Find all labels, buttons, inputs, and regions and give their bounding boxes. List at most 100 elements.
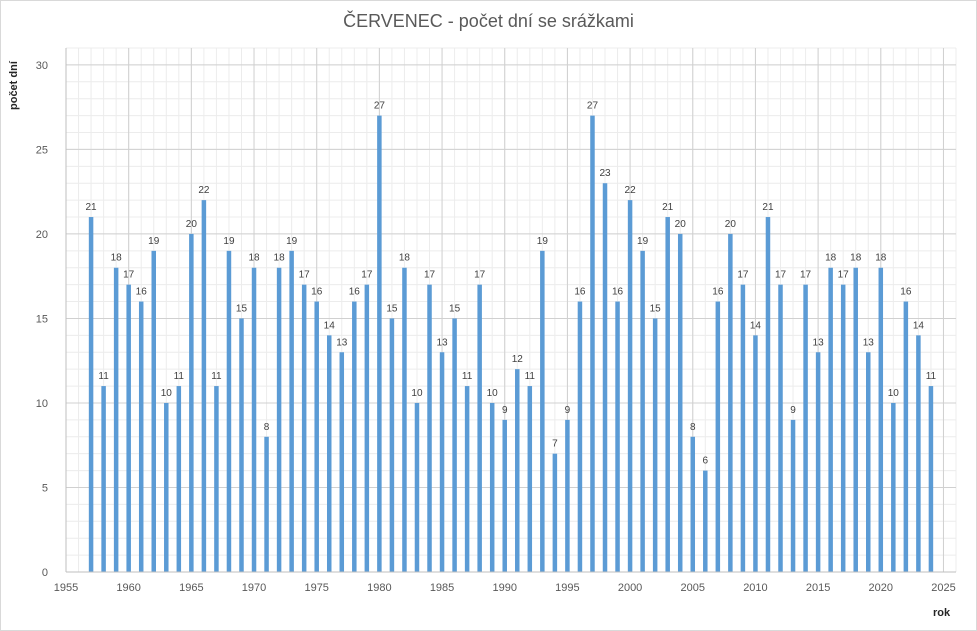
data-label-1975: 16 xyxy=(311,287,323,298)
data-label-1969: 15 xyxy=(236,303,248,314)
grid xyxy=(65,47,957,573)
x-tick-label: 2015 xyxy=(806,582,830,594)
bar-2024 xyxy=(928,386,934,572)
x-tick-label: 2025 xyxy=(931,582,955,594)
data-label-1972: 18 xyxy=(274,253,286,264)
y-tick-label: 30 xyxy=(36,60,48,72)
data-label-1966: 22 xyxy=(198,185,210,196)
bar-2023 xyxy=(916,335,921,572)
bar-1962 xyxy=(151,250,156,572)
data-label-2021: 10 xyxy=(888,388,900,399)
data-label-2000: 22 xyxy=(625,185,637,196)
x-tick-label: 2000 xyxy=(618,582,642,594)
data-label-1992: 11 xyxy=(525,371,536,382)
data-label-1986: 15 xyxy=(449,303,461,314)
data-label-2005: 8 xyxy=(690,422,696,433)
bar-2003 xyxy=(665,217,670,572)
data-label-1965: 20 xyxy=(186,219,198,230)
data-label-1957: 21 xyxy=(86,202,98,213)
bar-2013 xyxy=(790,419,796,572)
bar-1990 xyxy=(502,419,507,572)
data-label-1977: 13 xyxy=(336,337,348,348)
data-label-1985: 13 xyxy=(436,337,448,348)
bar-1967 xyxy=(214,386,219,572)
bar-2004 xyxy=(677,233,683,572)
data-label-2010: 14 xyxy=(750,320,762,331)
bar-1988 xyxy=(477,284,482,572)
x-tick-label: 1975 xyxy=(304,582,328,594)
bar-1961 xyxy=(138,301,144,572)
bar-1977 xyxy=(339,352,345,572)
data-label-1976: 14 xyxy=(324,320,336,331)
bar-2012 xyxy=(778,284,783,572)
data-label-2014: 17 xyxy=(800,270,812,281)
data-label-1983: 10 xyxy=(411,388,423,399)
bar-1971 xyxy=(264,436,269,572)
bar-1985 xyxy=(439,352,445,572)
data-label-1980: 27 xyxy=(374,101,386,112)
data-label-2004: 20 xyxy=(675,219,687,230)
data-label-2018: 18 xyxy=(850,253,862,264)
data-label-1974: 17 xyxy=(299,270,311,281)
bar-1969 xyxy=(239,318,244,572)
bar-2009 xyxy=(740,284,746,572)
data-label-1960: 17 xyxy=(123,270,135,281)
x-tick-label: 1990 xyxy=(492,582,516,594)
data-label-1984: 17 xyxy=(424,270,436,281)
bar-1960 xyxy=(126,284,131,572)
bar-1999 xyxy=(615,301,620,572)
bar-2008 xyxy=(728,233,733,572)
bar-1978 xyxy=(352,301,357,572)
data-label-1997: 27 xyxy=(587,101,599,112)
bar-1993 xyxy=(540,250,545,572)
data-label-1963: 10 xyxy=(161,388,173,399)
y-tick-label: 0 xyxy=(42,567,48,579)
bar-1983 xyxy=(414,402,420,572)
data-label-2013: 9 xyxy=(790,405,796,416)
bar-1984 xyxy=(427,284,432,572)
bar-1972 xyxy=(276,267,282,572)
bar-2019 xyxy=(866,352,871,572)
bar-1964 xyxy=(176,386,182,572)
data-label-2009: 17 xyxy=(737,270,749,281)
bar-2021 xyxy=(891,402,896,572)
x-tick-label: 2010 xyxy=(743,582,767,594)
bar-2006 xyxy=(703,470,708,572)
data-label-1971: 8 xyxy=(264,422,270,433)
bar-2017 xyxy=(840,284,846,572)
bar-1957 xyxy=(88,217,94,572)
data-label-2019: 13 xyxy=(863,337,875,348)
x-tick-label: 2020 xyxy=(869,582,893,594)
x-tick-label: 1965 xyxy=(179,582,203,594)
bar-1963 xyxy=(164,402,169,572)
bar-2020 xyxy=(878,267,884,572)
data-label-2006: 6 xyxy=(703,456,709,467)
data-label-2008: 20 xyxy=(725,219,737,230)
data-label-1998: 23 xyxy=(599,168,611,179)
data-label-2023: 14 xyxy=(913,320,925,331)
bar-1986 xyxy=(452,318,457,572)
data-label-2017: 17 xyxy=(838,270,850,281)
bar-1974 xyxy=(301,284,307,572)
data-label-1981: 15 xyxy=(386,303,398,314)
bar-2010 xyxy=(753,335,758,572)
bars xyxy=(88,115,934,572)
bar-2007 xyxy=(715,301,721,572)
data-label-2003: 21 xyxy=(662,202,674,213)
x-tick-label: 1995 xyxy=(555,582,579,594)
y-tick-label: 10 xyxy=(36,398,48,410)
bar-2015 xyxy=(815,352,821,572)
bar-1981 xyxy=(389,318,395,572)
bar-1966 xyxy=(201,200,207,572)
chart-title: ČERVENEC - počet dní se srážkami xyxy=(343,11,634,31)
data-label-1991: 12 xyxy=(512,354,524,365)
y-tick-label: 5 xyxy=(42,482,48,494)
data-label-1987: 11 xyxy=(462,371,473,382)
bar-2016 xyxy=(828,267,833,572)
bar-1992 xyxy=(527,386,533,572)
x-tick-label: 1980 xyxy=(367,582,391,594)
data-label-1982: 18 xyxy=(399,253,411,264)
x-tick-label: 1960 xyxy=(116,582,140,594)
bar-1968 xyxy=(226,250,232,572)
